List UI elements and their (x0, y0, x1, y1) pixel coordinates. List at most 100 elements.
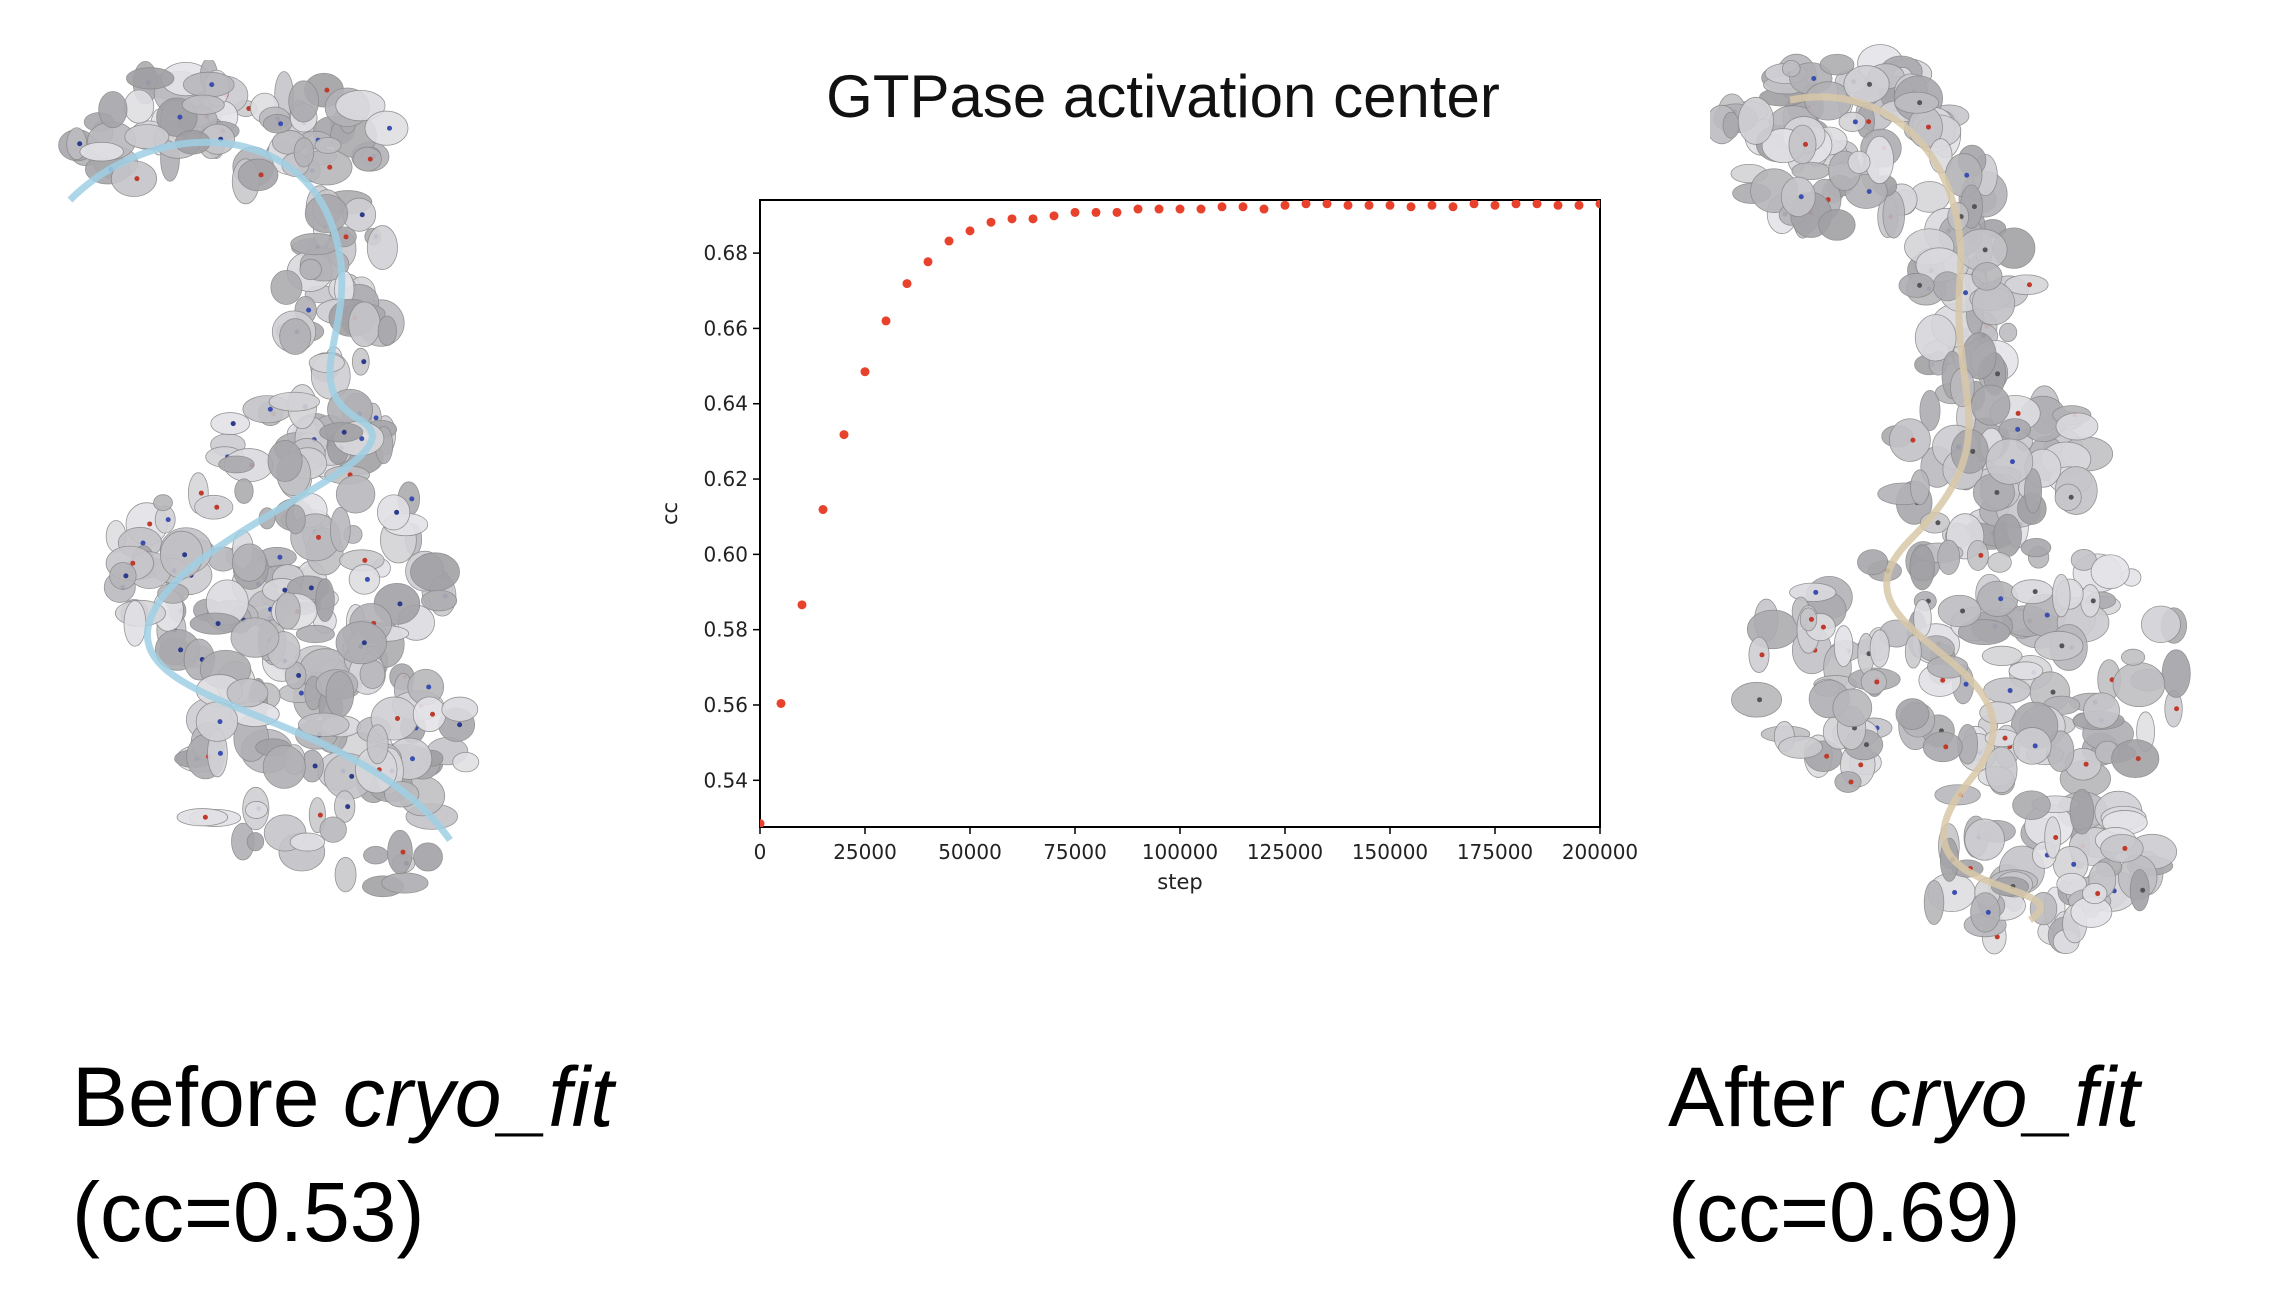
atom-marker (178, 647, 184, 653)
density-blob (441, 696, 479, 722)
density-blob (2024, 468, 2042, 514)
atom-marker (2090, 598, 2096, 604)
atom-marker (426, 684, 432, 690)
atom-marker (1994, 934, 2000, 940)
x-tick-label: 0 (754, 840, 767, 864)
density-blob (2011, 579, 2054, 605)
density-blob (1985, 746, 2018, 794)
atom-marker (1917, 100, 1923, 106)
atom-marker (367, 156, 373, 162)
density-blob (295, 624, 335, 644)
atom-marker (130, 560, 136, 566)
density-blob (314, 136, 342, 154)
x-tick-label: 150000 (1352, 840, 1428, 864)
molecule-before-image (58, 60, 480, 898)
data-point (1532, 200, 1542, 209)
atom-marker (1971, 204, 1977, 210)
density-blob (288, 80, 319, 123)
atom-marker (77, 141, 83, 147)
density-blob (1781, 59, 1801, 78)
density-blob (279, 318, 312, 355)
atom-marker (1995, 371, 2001, 377)
density-blob (210, 412, 251, 435)
atom-marker (409, 496, 415, 502)
density-blob (2069, 788, 2095, 835)
density-blob (1748, 636, 1770, 673)
density-blob (377, 315, 397, 346)
atom-marker (1964, 172, 1970, 178)
atom-marker (2007, 688, 2013, 694)
atom-marker (361, 359, 367, 365)
atom-marker (278, 121, 284, 127)
density-blob (267, 440, 303, 482)
density-blob (351, 347, 370, 376)
data-point (1091, 207, 1101, 217)
density-blob (315, 578, 335, 622)
density-blob (335, 90, 386, 122)
density-blob (1818, 209, 1856, 241)
after-cc-value: (cc=0.69) (1668, 1165, 2021, 1259)
density-blob (2090, 554, 2130, 590)
density-blob (1833, 625, 1854, 667)
density-blob (2140, 605, 2181, 644)
data-point (1070, 207, 1080, 217)
density-blob (1838, 111, 1867, 132)
data-point (1049, 211, 1059, 221)
density-blob (181, 94, 225, 115)
density-blob (275, 591, 301, 630)
density-blob (245, 801, 268, 819)
atom-marker (296, 673, 302, 679)
density-blob (1731, 681, 1783, 718)
data-point (1511, 200, 1521, 209)
data-point (944, 236, 954, 246)
density-blob (1937, 539, 1961, 576)
atom-marker (209, 82, 215, 88)
density-blob (335, 621, 388, 665)
atom-marker (2026, 282, 2032, 288)
atom-marker (312, 763, 318, 769)
atom-marker (343, 234, 349, 240)
y-tick-label: 0.54 (703, 768, 748, 792)
data-point (1112, 207, 1122, 217)
atom-marker (2015, 410, 2021, 416)
density-blob (329, 506, 351, 552)
density-blob (299, 258, 322, 281)
data-point (1238, 202, 1248, 212)
density-blob (387, 829, 413, 875)
density-blob (335, 475, 376, 514)
x-tick-label: 125000 (1247, 840, 1323, 864)
atom-marker (2122, 845, 2128, 851)
atom-marker (457, 722, 463, 728)
atom-marker (198, 490, 204, 496)
x-tick-label: 25000 (833, 840, 897, 864)
density-blob (1923, 880, 1945, 925)
atom-marker (134, 176, 140, 182)
atom-marker (1910, 437, 1916, 443)
x-tick-label: 100000 (1142, 840, 1218, 864)
atom-marker (2009, 459, 2015, 465)
density-blob (1778, 735, 1823, 759)
before-cc-value: (cc=0.53) (72, 1165, 425, 1259)
data-point (1595, 200, 1600, 209)
atom-marker (2071, 861, 2077, 867)
atom-marker (400, 849, 406, 855)
atom-marker (361, 640, 367, 646)
atom-marker (1848, 779, 1854, 785)
data-point (1154, 204, 1164, 214)
data-point (965, 226, 975, 236)
rna-ribbon (1789, 93, 2044, 923)
atom-marker (246, 106, 252, 112)
density-blob (2081, 883, 2108, 905)
rna-ribbon (67, 138, 453, 842)
atom-marker (1798, 194, 1804, 200)
atom-marker (2015, 426, 2021, 432)
density-blob (293, 137, 315, 168)
atom-marker (1982, 247, 1988, 253)
atom-marker (1866, 188, 1872, 194)
atom-marker (1994, 489, 2000, 495)
data-point (1427, 200, 1437, 210)
density-blob (270, 269, 303, 305)
data-point (1007, 214, 1017, 224)
atom-marker (298, 690, 304, 696)
